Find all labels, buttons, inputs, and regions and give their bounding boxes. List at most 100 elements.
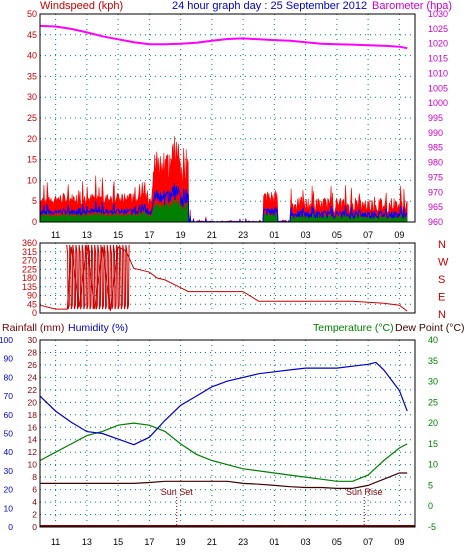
sun-event-label: Sun Set [161, 487, 194, 497]
humidity-axis-title: Humidity (%) [68, 322, 128, 334]
windspeed-tick-label: 40 [27, 51, 37, 61]
barometer-tick-label: 1010 [428, 68, 448, 78]
wind-direction-spikes [66, 244, 130, 310]
barometer-tick-label: 960 [428, 217, 443, 227]
rainfall-tick-label: 16 [28, 422, 38, 432]
windspeed-tick-label: 25 [27, 113, 37, 123]
rainfall-tick-label: 10 [28, 460, 38, 470]
barometer-tick-label: 1020 [428, 39, 448, 49]
direction-tick-label: 90 [27, 291, 37, 301]
direction-tick-label: 270 [22, 256, 37, 266]
humidity-tick-label: 0 [8, 522, 13, 532]
dewpoint-line [40, 472, 408, 489]
barometer-tick-label: 1030 [428, 9, 448, 19]
barometer-tick-label: 1005 [428, 83, 448, 93]
direction-tick-label: 180 [22, 273, 37, 283]
x-tick-label: 15 [113, 230, 123, 240]
x-tick-label: 23 [238, 230, 248, 240]
x-tick-label: 19 [176, 537, 186, 547]
compass-label: N [438, 309, 446, 321]
windspeed-tick-label: 30 [27, 92, 37, 102]
rainfall-tick-label: 12 [28, 447, 38, 457]
x-tick-label: 05 [332, 230, 342, 240]
x-tick-label: 23 [238, 537, 248, 547]
rainfall-tick-label: 2 [32, 510, 37, 520]
humidity-tick-label: 10 [4, 503, 14, 513]
x-tick-label: 05 [332, 537, 342, 547]
x-tick-label: 01 [269, 537, 279, 547]
temperature-line [39, 422, 408, 482]
barometer-tick-label: 1015 [428, 54, 448, 64]
windspeed-tick-label: 0 [32, 217, 37, 227]
x-tick-label: 01 [269, 230, 279, 240]
sun-event-label: Sun Rise [346, 487, 383, 497]
barometer-tick-label: 995 [428, 113, 443, 123]
rainfall-tick-label: 14 [28, 435, 38, 445]
wind-direction-line [39, 244, 408, 312]
x-tick-label: 11 [51, 537, 60, 547]
direction-tick-label: 360 [22, 238, 37, 248]
x-tick-label: 19 [176, 230, 186, 240]
wind-panel-frame [39, 13, 416, 223]
temperature-tick-label: 25 [428, 397, 438, 407]
rainfall-tick-label: 28 [28, 347, 38, 357]
humidity-tick-label: 50 [4, 429, 14, 439]
x-tick-label: 13 [82, 537, 92, 547]
windspeed-tick-label: 15 [27, 155, 37, 165]
temperature-tick-label: 35 [428, 356, 438, 366]
barometer-tick-label: 990 [428, 128, 443, 138]
chart-title: 24 hour graph day : 25 September 2012 [172, 0, 367, 12]
compass-label: W [438, 257, 449, 269]
barometer-tick-label: 970 [428, 187, 443, 197]
rainfall-tick-label: 18 [28, 410, 38, 420]
temperature-tick-label: 5 [428, 480, 433, 490]
x-tick-label: 17 [144, 230, 154, 240]
humidity-tick-label: 70 [4, 391, 14, 401]
barometer-tick-label: 965 [428, 202, 443, 212]
barometer-line [39, 24, 408, 50]
humidity-tick-label: 100 [0, 335, 13, 345]
windspeed-tick-label: 50 [27, 9, 37, 19]
x-tick-label: 09 [394, 537, 404, 547]
humidity-line [39, 361, 408, 446]
x-tick-label: 15 [113, 537, 123, 547]
x-tick-label: 21 [207, 537, 217, 547]
temperature-tick-label: 30 [428, 377, 438, 387]
rainfall-tick-label: 26 [28, 360, 38, 370]
rainfall-tick-label: 6 [32, 485, 37, 495]
windspeed-tick-label: 20 [27, 134, 37, 144]
rainfall-tick-label: 22 [28, 385, 38, 395]
barometer-tick-label: 975 [428, 172, 443, 182]
x-tick-label: 07 [363, 230, 373, 240]
humidity-tick-label: 40 [4, 447, 14, 457]
windspeed-tick-label: 35 [27, 71, 37, 81]
humidity-tick-label: 90 [4, 354, 14, 364]
direction-tick-label: 0 [32, 308, 37, 318]
direction-tick-label: 225 [22, 264, 37, 274]
humidity-tick-label: 20 [4, 485, 14, 495]
temperature-tick-label: 0 [428, 501, 433, 511]
temperature-tick-label: 10 [428, 460, 438, 470]
rainfall-tick-label: 4 [32, 497, 37, 507]
x-tick-label: 07 [363, 537, 373, 547]
x-tick-label: 21 [207, 230, 217, 240]
windspeed-tick-label: 45 [27, 30, 37, 40]
direction-tick-label: 45 [27, 299, 37, 309]
barometer-tick-label: 980 [428, 158, 443, 168]
direction-tick-label: 135 [22, 282, 37, 292]
windspeed-tick-label: 5 [32, 196, 37, 206]
compass-label: N [438, 239, 446, 251]
rainfall-tick-label: 8 [32, 472, 37, 482]
barometer-tick-label: 1000 [428, 98, 448, 108]
rainfall-tick-label: 24 [28, 372, 38, 382]
x-tick-label: 09 [394, 230, 404, 240]
x-tick-label: 11 [51, 230, 60, 240]
humidity-tick-label: 30 [4, 466, 14, 476]
direction-panel-frame [39, 242, 416, 314]
humidity-tick-label: 60 [4, 410, 14, 420]
x-tick-label: 13 [82, 230, 92, 240]
temp-panel-frame [39, 339, 416, 528]
temperature-axis-title: Temperature (°C) [313, 322, 394, 334]
compass-label: S [438, 274, 445, 286]
